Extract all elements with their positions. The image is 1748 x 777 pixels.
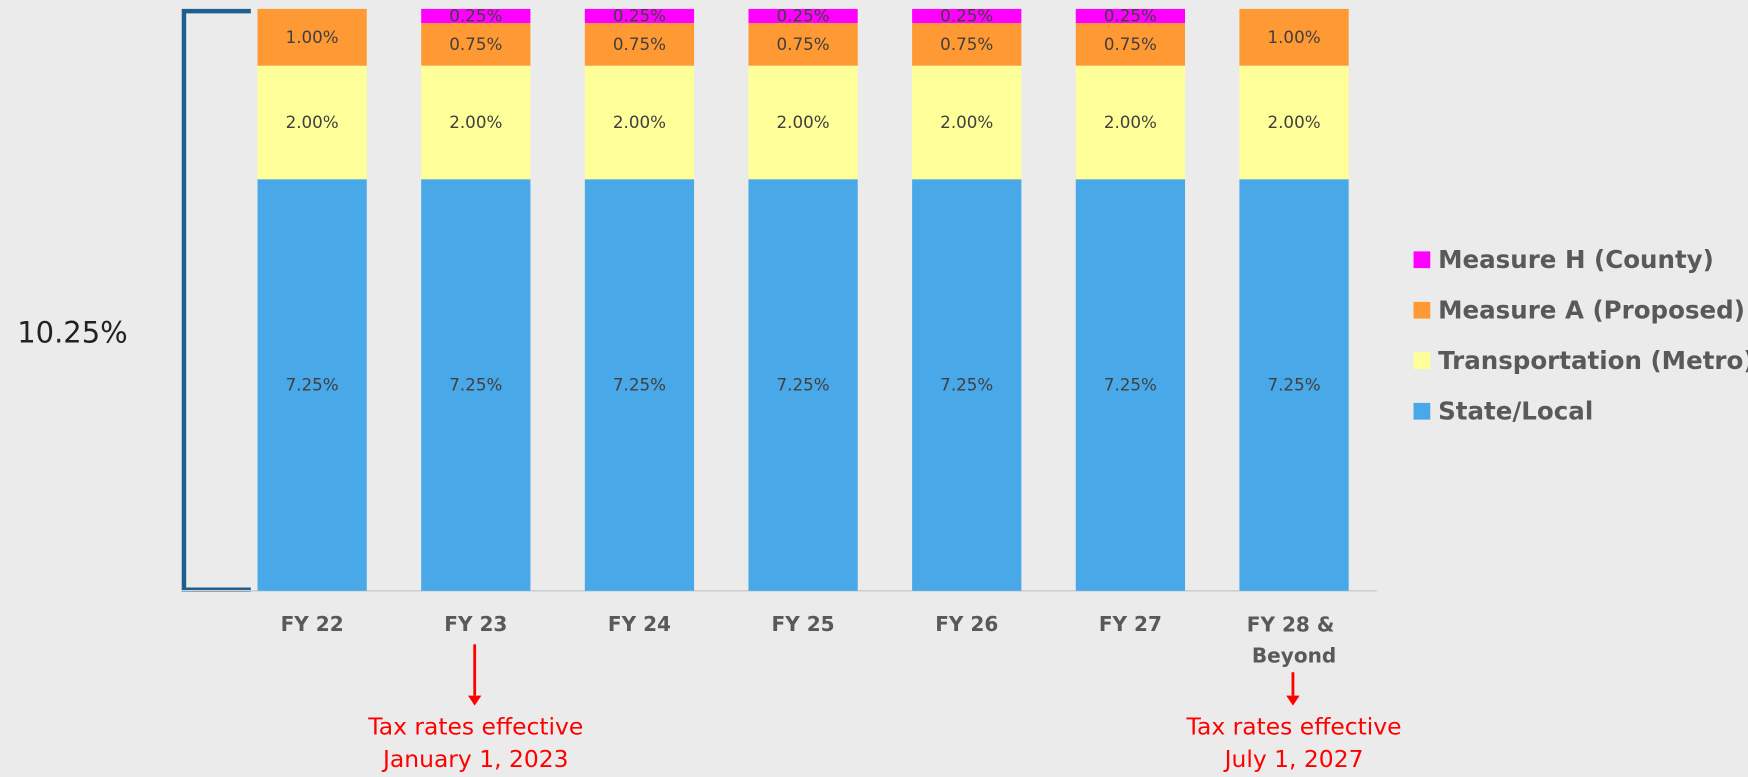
value-label: 7.25% xyxy=(286,375,339,395)
annotation-text: Tax rates effective xyxy=(1186,712,1402,740)
bar-segment xyxy=(748,8,858,24)
annotation-text: January 1, 2023 xyxy=(381,745,569,773)
bar-segment xyxy=(1075,23,1186,66)
legend-label: State/Local xyxy=(1438,396,1593,425)
x-tick-label: FY 27 xyxy=(1099,612,1162,636)
legend-label: Measure A (Proposed) xyxy=(1438,295,1745,324)
legend-swatch xyxy=(1413,352,1431,370)
bar-segment xyxy=(584,8,695,24)
x-tick-label: FY 24 xyxy=(608,612,671,636)
value-label: 2.00% xyxy=(777,112,830,132)
bracket xyxy=(181,8,251,592)
value-label: 0.25% xyxy=(1104,6,1157,26)
bar-segment xyxy=(421,23,531,66)
value-label: 2.00% xyxy=(286,112,339,132)
total-label: 10.25% xyxy=(17,315,127,349)
value-label: 0.25% xyxy=(940,6,993,26)
bar-segment xyxy=(421,179,531,591)
bar-segment xyxy=(1075,179,1186,591)
bar-segment xyxy=(584,65,695,180)
value-label: 7.25% xyxy=(777,375,830,395)
bar-segment xyxy=(1239,65,1349,180)
legend-label: Measure H (County) xyxy=(1438,245,1714,274)
legend-swatch xyxy=(1413,301,1431,319)
bar-segment xyxy=(912,23,1022,66)
value-label: 0.75% xyxy=(777,34,830,54)
bar-segment xyxy=(912,8,1022,24)
bar-segment xyxy=(748,179,858,591)
value-label: 0.25% xyxy=(777,6,830,26)
x-tick-label: FY 22 xyxy=(281,612,344,636)
bar-segment xyxy=(584,179,695,591)
value-label: 2.00% xyxy=(940,112,993,132)
annotation-arrowhead xyxy=(467,695,482,706)
bar-segment xyxy=(1239,8,1349,66)
value-label: 0.75% xyxy=(940,34,993,54)
bar-segment xyxy=(912,65,1022,180)
value-label: 1.00% xyxy=(1267,27,1320,47)
x-tick-label: FY 26 xyxy=(935,612,998,636)
x-tick-label: FY 25 xyxy=(772,612,835,636)
bar-segment xyxy=(257,65,367,180)
bar-segment xyxy=(1075,8,1186,24)
value-label: 2.00% xyxy=(1267,112,1320,132)
value-label: 7.25% xyxy=(613,375,666,395)
legend-label: Transportation (Metro) xyxy=(1438,346,1748,375)
value-label: 7.25% xyxy=(940,375,993,395)
annotation-text: Tax rates effective xyxy=(367,712,583,740)
bar-segment xyxy=(421,8,531,24)
value-label: 0.25% xyxy=(449,6,502,26)
bar-segment xyxy=(1239,179,1349,591)
legend-swatch xyxy=(1413,251,1431,269)
value-label: 0.75% xyxy=(1104,34,1157,54)
value-label: 7.25% xyxy=(1267,375,1320,395)
annotation-arrowhead xyxy=(1286,695,1300,706)
annotation-text: July 1, 2027 xyxy=(1223,745,1364,773)
bar-segment xyxy=(584,23,695,66)
value-label: 2.00% xyxy=(449,112,502,132)
bar-segment xyxy=(257,8,367,66)
legend-swatch xyxy=(1413,402,1431,420)
bar-segment xyxy=(1075,65,1186,180)
bar-segment xyxy=(421,65,531,180)
value-label: 1.00% xyxy=(286,27,339,47)
bar-segment xyxy=(748,23,858,66)
value-label: 7.25% xyxy=(449,375,502,395)
bar-segment xyxy=(912,179,1022,591)
value-label: 2.00% xyxy=(613,112,666,132)
value-label: 2.00% xyxy=(1104,112,1157,132)
x-tick-label: FY 23 xyxy=(444,612,507,636)
value-label: 0.25% xyxy=(613,6,666,26)
value-label: 7.25% xyxy=(1104,375,1157,395)
bar-segment xyxy=(257,179,367,591)
value-label: 0.75% xyxy=(613,34,666,54)
bar-segment xyxy=(748,65,858,180)
value-label: 0.75% xyxy=(449,34,502,54)
x-tick-label: FY 28 & Beyond xyxy=(1247,612,1342,667)
